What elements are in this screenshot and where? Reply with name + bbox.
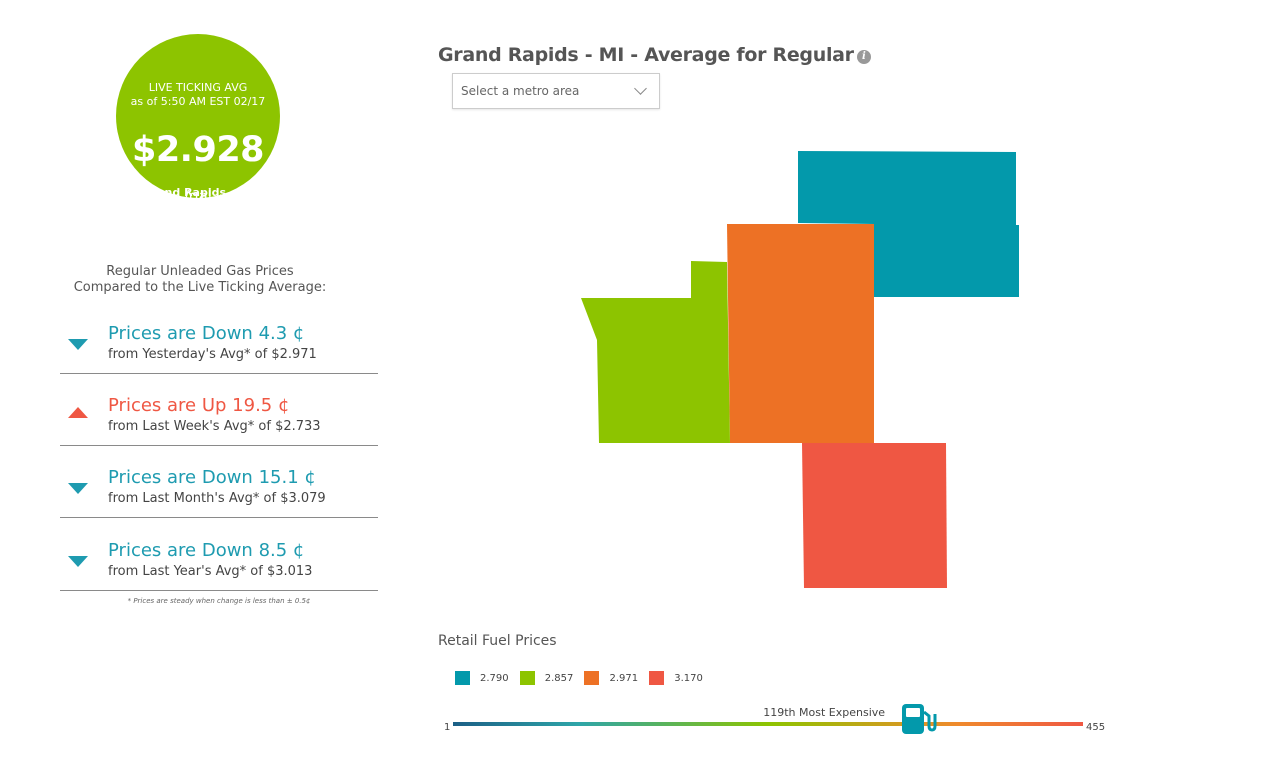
expense-rank-scale: 1 455 119th Most Expensive bbox=[440, 700, 1120, 740]
map-county-red[interactable] bbox=[802, 443, 947, 588]
change-headline: Prices are Up 19.5 ¢ bbox=[108, 395, 290, 416]
change-detail: from Last Year's Avg* of $3.013 bbox=[108, 564, 313, 579]
legend-item: 2.857 bbox=[519, 670, 574, 685]
metro-area-select[interactable]: Select a metro area bbox=[452, 73, 660, 109]
legend-item: 3.170 bbox=[649, 670, 703, 685]
change-headline: Prices are Down 8.5 ¢ bbox=[108, 540, 305, 561]
legend-swatch bbox=[649, 670, 665, 685]
steady-price-footnote: * Prices are steady when change is less … bbox=[127, 597, 311, 605]
change-yesterday: Prices are Down 4.3 ¢ from Yesterday's A… bbox=[60, 323, 378, 374]
legend-item: 2.971 bbox=[584, 670, 639, 685]
map-title-text: Grand Rapids - MI - Average for Regular bbox=[438, 44, 854, 66]
rank-max: 455 bbox=[1086, 722, 1106, 733]
change-last-week: Prices are Up 19.5 ¢ from Last Week's Av… bbox=[60, 395, 378, 446]
info-icon[interactable]: i bbox=[856, 50, 871, 64]
live-price-value: $2.928 bbox=[131, 130, 265, 170]
change-headline: Prices are Down 15.1 ¢ bbox=[108, 467, 316, 488]
legend-value: 2.971 bbox=[609, 672, 639, 684]
down-arrow-icon bbox=[68, 556, 88, 567]
change-last-year: Prices are Down 8.5 ¢ from Last Year's A… bbox=[60, 540, 378, 591]
live-label: LIVE TICKING AVG bbox=[148, 81, 248, 94]
map-county-teal[interactable] bbox=[798, 151, 1019, 297]
legend-title: Retail Fuel Prices bbox=[438, 633, 557, 649]
legend-swatch bbox=[455, 670, 470, 685]
metro-select-placeholder: Select a metro area bbox=[461, 84, 580, 98]
legend-value: 2.857 bbox=[544, 672, 574, 684]
price-legend: 2.790 2.857 2.971 3.170 bbox=[455, 667, 709, 685]
legend-item: 2.790 bbox=[455, 670, 509, 685]
legend-swatch bbox=[519, 670, 535, 685]
map-county-green[interactable] bbox=[581, 261, 730, 443]
county-map bbox=[581, 151, 1019, 588]
live-metro-name: Grand Rapids - MI bbox=[142, 186, 254, 199]
live-price: $2.928 /gal bbox=[116, 130, 280, 216]
down-arrow-icon bbox=[68, 483, 88, 494]
map-county-orange[interactable] bbox=[727, 224, 874, 443]
up-arrow-icon bbox=[68, 407, 88, 418]
comparison-heading-line2: Compared to the Live Ticking Average: bbox=[73, 280, 327, 295]
legend-value: 2.790 bbox=[480, 672, 509, 684]
chevron-down-icon bbox=[634, 82, 647, 95]
change-detail: from Last Month's Avg* of $3.079 bbox=[108, 491, 326, 506]
rank-min: 1 bbox=[444, 722, 451, 733]
rank-gradient-bar bbox=[453, 722, 1083, 726]
gas-pump-icon bbox=[902, 704, 937, 734]
map-title: Grand Rapids - MI - Average for Regular i bbox=[438, 44, 871, 66]
change-detail: from Yesterday's Avg* of $2.971 bbox=[108, 347, 317, 362]
live-price-unit: /gal bbox=[184, 187, 212, 205]
legend-value: 3.170 bbox=[674, 672, 703, 684]
live-as-of: as of 5:50 AM EST 02/17 bbox=[130, 95, 266, 108]
change-headline: Prices are Down 4.3 ¢ bbox=[108, 323, 305, 344]
change-last-month: Prices are Down 15.1 ¢ from Last Month's… bbox=[60, 467, 378, 518]
comparison-heading: Regular Unleaded Gas Prices Compared to … bbox=[40, 264, 360, 296]
down-arrow-icon bbox=[68, 339, 88, 350]
change-detail: from Last Week's Avg* of $2.733 bbox=[108, 419, 321, 434]
comparison-heading-line1: Regular Unleaded Gas Prices bbox=[106, 264, 294, 279]
live-average-badge: LIVE TICKING AVG as of 5:50 AM EST 02/17… bbox=[116, 34, 280, 205]
legend-swatch bbox=[584, 670, 600, 685]
rank-label: 119th Most Expensive bbox=[763, 706, 886, 719]
